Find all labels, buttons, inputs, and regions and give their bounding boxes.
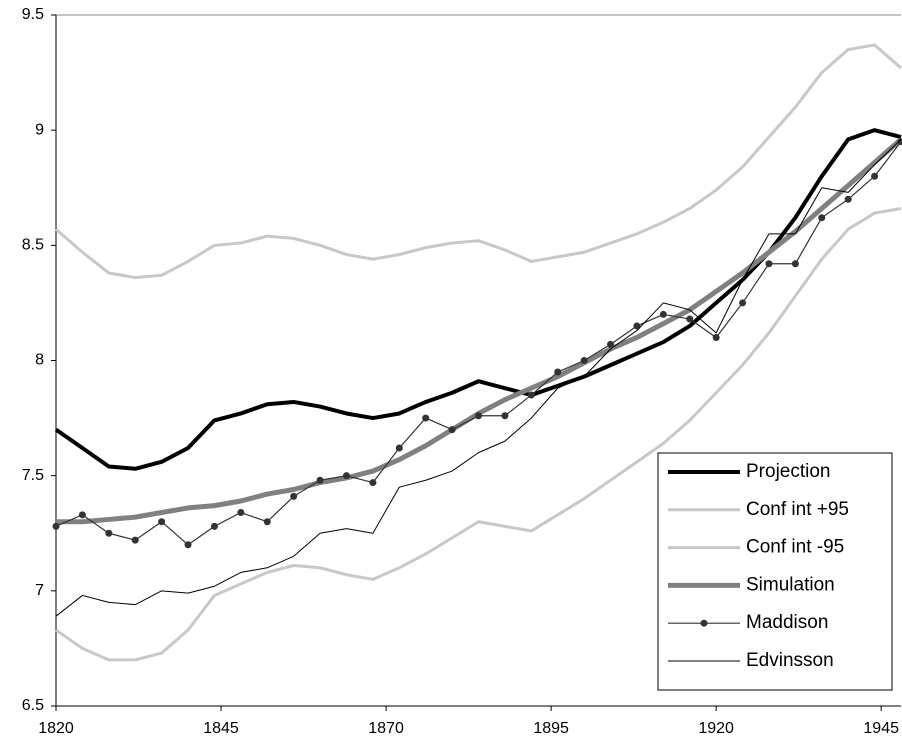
point-marker xyxy=(78,511,86,519)
legend-label: Edvinsson xyxy=(746,650,834,671)
y-tick-label: 6.5 xyxy=(22,697,44,714)
y-tick-label: 8 xyxy=(35,352,44,369)
legend: Projection Conf int +95 Conf int -95 Simula… xyxy=(657,452,893,691)
point-marker xyxy=(554,368,562,376)
point-marker xyxy=(765,260,773,268)
point-marker xyxy=(184,541,192,549)
y-tick-label: 9.5 xyxy=(22,6,44,23)
x-tick-label: 1820 xyxy=(38,720,74,737)
legend-box xyxy=(657,452,893,691)
point-marker xyxy=(316,476,324,484)
series-line xyxy=(55,43,902,280)
series-line xyxy=(55,207,902,662)
legend-label: Maddison xyxy=(746,612,828,633)
point-marker xyxy=(395,444,403,452)
legend-label: Conf int +95 xyxy=(746,499,849,520)
point-marker xyxy=(712,333,720,341)
point-marker xyxy=(475,412,482,420)
point-marker xyxy=(131,536,139,544)
point-marker xyxy=(686,315,694,323)
point-marker xyxy=(210,522,218,530)
point-marker xyxy=(633,322,641,330)
point-marker xyxy=(659,310,667,318)
series-line xyxy=(55,139,902,617)
point-marker xyxy=(448,426,456,434)
legend-label: Simulation xyxy=(746,574,835,595)
point-marker xyxy=(237,509,245,517)
point-marker xyxy=(52,522,60,530)
point-marker xyxy=(158,518,166,526)
point-marker xyxy=(342,472,350,480)
y-tick-label: 7 xyxy=(35,582,44,599)
x-tick-label: 1895 xyxy=(533,720,569,737)
point-marker xyxy=(501,412,509,420)
x-tick-label: 1945 xyxy=(863,720,899,737)
legend-label: Conf int -95 xyxy=(746,537,844,558)
x-tick-label: 1845 xyxy=(203,720,239,737)
legend-label: Projection xyxy=(746,461,831,482)
point-marker xyxy=(818,214,826,222)
point-marker xyxy=(369,479,377,487)
point-marker xyxy=(422,414,430,422)
y-tick-label: 9 xyxy=(35,121,44,138)
point-marker xyxy=(871,172,879,180)
point-marker xyxy=(739,299,747,307)
x-tick-label: 1870 xyxy=(368,720,404,737)
point-marker xyxy=(844,195,852,203)
y-tick-label: 7.5 xyxy=(22,467,44,484)
point-marker xyxy=(290,492,298,500)
legend-marker xyxy=(700,619,708,627)
point-marker xyxy=(580,357,588,364)
point-marker xyxy=(105,529,113,537)
point-marker xyxy=(791,260,799,268)
y-tick-label: 8.5 xyxy=(22,237,44,254)
point-marker xyxy=(607,340,615,348)
point-marker xyxy=(527,391,535,399)
point-marker xyxy=(263,518,271,526)
x-tick-label: 1920 xyxy=(698,720,734,737)
